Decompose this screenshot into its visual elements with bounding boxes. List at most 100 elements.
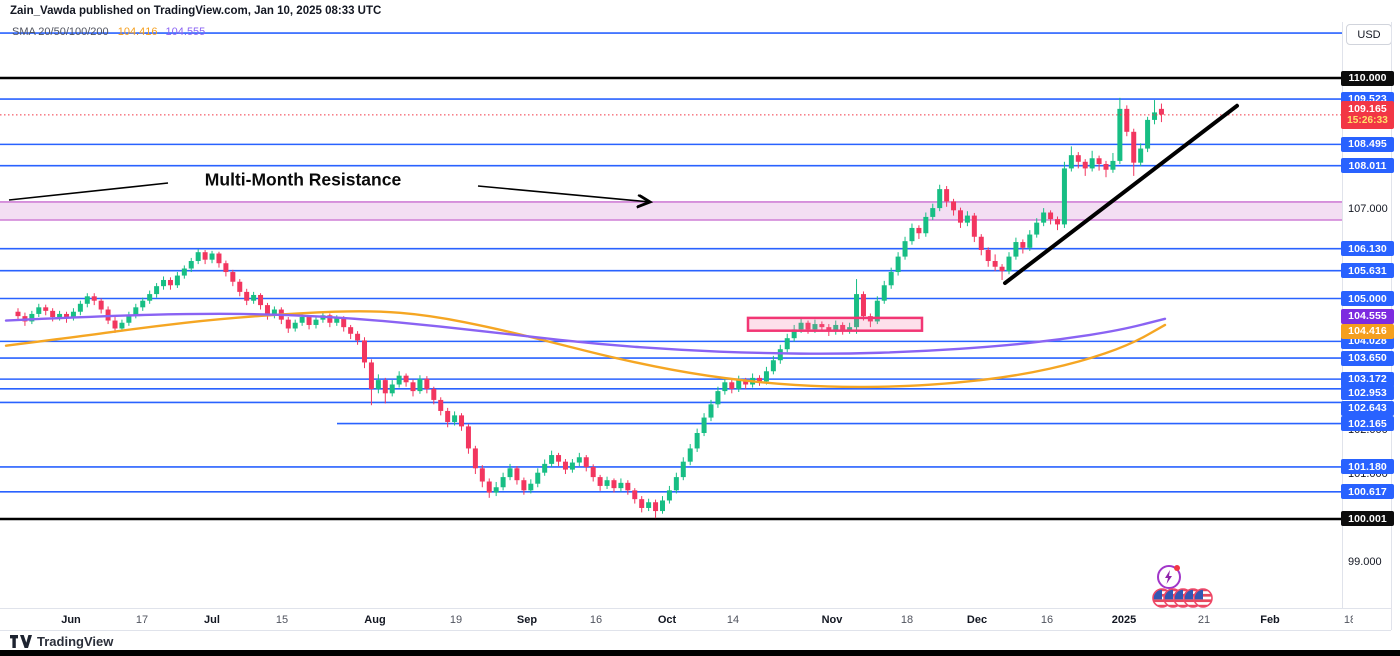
flag-stripe xyxy=(1183,604,1203,608)
price-level-badge: 108.011 xyxy=(1341,158,1394,174)
price-level-badge: 102.953 xyxy=(1341,385,1394,401)
candle-body xyxy=(126,315,132,323)
candle-body xyxy=(452,415,458,422)
time-axis-tick: 18 xyxy=(1343,614,1353,626)
flag-ring xyxy=(1193,588,1213,608)
price-level-badge: 105.000 xyxy=(1341,291,1394,306)
candle-body xyxy=(445,410,451,422)
candle-body xyxy=(424,378,430,389)
candle-body xyxy=(833,324,839,332)
flag-stripe xyxy=(1152,604,1172,608)
resistance-zone[interactable] xyxy=(0,201,1342,221)
flag-canton xyxy=(1163,588,1173,600)
annotation-pointer-line[interactable] xyxy=(8,182,169,201)
candle-body xyxy=(715,391,721,405)
candle-body xyxy=(29,313,35,322)
candle-body xyxy=(528,483,534,491)
candle-body xyxy=(971,215,977,237)
sma-value-badge: 104.416 xyxy=(1341,323,1394,339)
candle-body xyxy=(1061,168,1067,225)
candle-body xyxy=(403,375,409,383)
tradingview-watermark[interactable]: TradingView xyxy=(10,634,113,649)
candle-body xyxy=(562,461,568,470)
candle-body xyxy=(535,472,541,484)
price-level-badge: 108.495 xyxy=(1341,136,1394,152)
time-axis-tick: Sep xyxy=(516,614,538,626)
price-level-badge: 103.650 xyxy=(1341,350,1394,366)
candle-body xyxy=(874,300,880,322)
annotation-arrow-line[interactable] xyxy=(477,185,650,202)
candle-body xyxy=(202,252,208,260)
sma-purple-line[interactable] xyxy=(4,312,1167,355)
candle-body xyxy=(923,216,929,234)
currency-toggle-button[interactable]: USD xyxy=(1346,24,1392,45)
time-axis-tick: Nov xyxy=(821,614,843,626)
flag-stripe xyxy=(1163,599,1183,603)
time-axis-tick: 14 xyxy=(726,614,740,626)
candle-body xyxy=(854,294,860,328)
us-flag-event-icon[interactable] xyxy=(1193,588,1213,608)
candle-body xyxy=(964,215,970,223)
economic-event-lightning-icon[interactable] xyxy=(1157,565,1181,589)
trend-line[interactable] xyxy=(1003,103,1239,286)
candle-body xyxy=(341,318,347,328)
candle-body xyxy=(154,286,160,295)
candle-body xyxy=(840,324,846,331)
candle-body xyxy=(299,317,305,323)
publication-title: Zain_Vawda published on TradingView.com,… xyxy=(10,5,382,17)
candle-body xyxy=(521,480,527,491)
candle-body xyxy=(791,329,797,339)
time-axis-tick: 17 xyxy=(135,614,149,626)
supply-box[interactable] xyxy=(746,316,924,332)
flag-stripe xyxy=(1193,599,1213,603)
candle-body xyxy=(493,487,499,493)
candle-body xyxy=(230,272,236,282)
candle-body xyxy=(133,307,139,316)
flag-stripe xyxy=(1163,604,1183,608)
candle-body xyxy=(91,296,97,301)
candle-body xyxy=(1110,160,1116,170)
candle-body xyxy=(306,317,312,325)
candle-body xyxy=(646,502,652,508)
price-level-badge: 105.631 xyxy=(1341,263,1394,279)
time-axis[interactable]: Jun 17 Jul 15 Aug 19 Sep 16 Oct 14 Nov 18 Dec 16 2025 2… xyxy=(0,609,1353,630)
candle-body xyxy=(1075,155,1081,162)
candle-body xyxy=(812,324,818,330)
sma-orange-value: 104.416 xyxy=(117,26,158,38)
candle-body xyxy=(673,477,679,491)
candle-body xyxy=(431,388,437,400)
indicator-legend[interactable]: SMA 20/50/100/200 104.416 104.555 xyxy=(12,26,210,38)
time-axis-tick: 2025 xyxy=(1111,614,1137,626)
resistance-annotation-text[interactable]: Multi-Month Resistance xyxy=(204,169,402,190)
candle-body xyxy=(514,468,520,481)
candle-body xyxy=(902,241,908,257)
current-price-badge: 109.165 15:26:33 xyxy=(1341,100,1394,129)
candle-body xyxy=(112,320,118,329)
notification-dot xyxy=(1174,565,1180,571)
sma-legend-name: SMA 20/50/100/200 xyxy=(12,26,109,38)
candle-body xyxy=(611,480,617,489)
axis-price-label: 107.000 xyxy=(1348,203,1388,216)
flag-stripe xyxy=(1173,599,1193,603)
candle-body xyxy=(680,461,686,478)
candle-body xyxy=(368,362,374,389)
time-axis-tick: 16 xyxy=(589,614,603,626)
candle-body xyxy=(98,300,104,310)
candle-body xyxy=(84,296,90,304)
time-axis-separator-top xyxy=(0,608,1391,609)
candle-body xyxy=(743,380,749,385)
candle-body xyxy=(1048,212,1054,220)
sma-orange-line[interactable] xyxy=(4,310,1167,389)
flag-stripe xyxy=(1193,604,1213,608)
sma-value-badge: 104.555 xyxy=(1341,308,1394,324)
time-axis-tick: Dec xyxy=(966,614,988,626)
candle-body xyxy=(881,285,887,301)
candle-body xyxy=(556,455,562,462)
candle-body xyxy=(1041,212,1047,223)
tradingview-logo-icon xyxy=(10,635,32,648)
current-price-value: 109.165 xyxy=(1348,102,1387,115)
candle-body xyxy=(569,462,575,470)
candle-body xyxy=(687,448,693,462)
